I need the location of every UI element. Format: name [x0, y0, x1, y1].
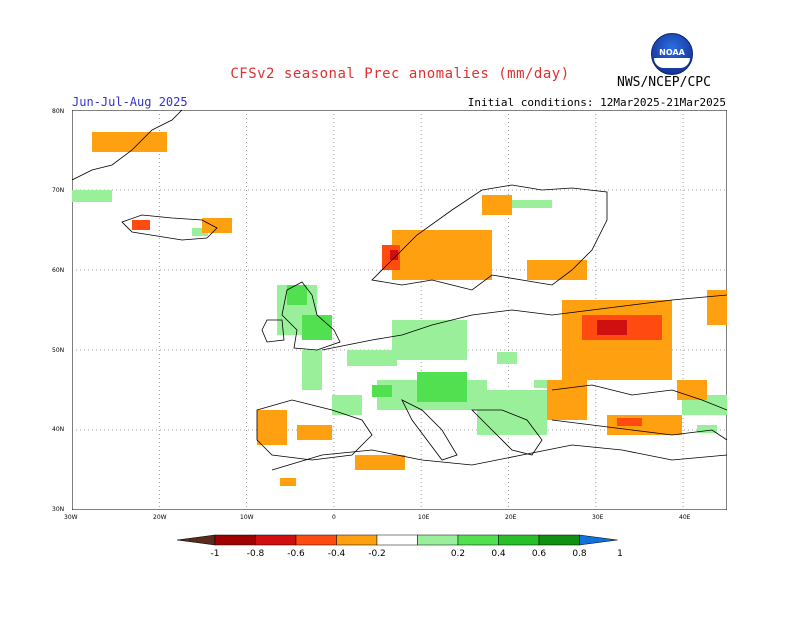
coastline-britain — [281, 281, 341, 351]
lat-label-70n: 70N — [52, 187, 65, 194]
coastline-greenland — [72, 110, 183, 181]
coastline-ireland — [261, 319, 285, 343]
colorbar-segment — [336, 534, 378, 546]
dry-area-norway — [392, 230, 492, 280]
wet-area-alps-core — [417, 372, 467, 402]
colorbar: -1 -0.8 -0.6 -0.4 -0.2 0.2 0.4 0.6 0.8 1 — [176, 534, 623, 559]
dry-area-iceland — [202, 218, 232, 233]
colorbar-segment — [498, 534, 540, 546]
dry-area-greenland-east — [92, 132, 167, 152]
dry-area-iceland-west — [132, 220, 150, 230]
logo-text: NOAA — [659, 48, 685, 57]
dry-area-baltic — [527, 260, 587, 280]
colorbar-label: -0.8 — [247, 549, 265, 559]
colorbar-segment — [214, 534, 256, 546]
dry-area-norway-extreme — [390, 250, 398, 260]
coastline-iberia — [256, 399, 373, 461]
coastlines — [72, 110, 727, 471]
season-label: Jun-Jul-Aug 2025 — [72, 95, 188, 109]
wet-area-east — [697, 425, 717, 433]
lon-label-20e: 20E — [505, 514, 517, 521]
map-title: CFSv2 seasonal Prec anomalies (mm/day) — [230, 66, 570, 82]
dry-area-portugal — [257, 410, 287, 445]
dry-area-caspian — [677, 380, 707, 400]
colorbar-segment — [376, 534, 418, 546]
lat-label-30n: 30N — [52, 506, 65, 513]
wet-area-balkans — [477, 390, 547, 435]
dry-area-algeria — [355, 455, 405, 470]
wet-area-scotland — [287, 285, 307, 305]
lon-label-30e: 30E — [592, 514, 604, 521]
colorbar-label: -0.2 — [368, 549, 386, 559]
dry-area-morocco — [280, 478, 296, 486]
lon-label-0: 0 — [332, 514, 336, 521]
lat-label-60n: 60N — [52, 267, 65, 274]
colorbar-label: -0.4 — [328, 549, 346, 559]
wet-area-poland — [497, 352, 517, 364]
wet-area-england — [302, 315, 332, 340]
wet-area-france — [347, 350, 397, 366]
lon-label-30w: 30W — [64, 514, 78, 521]
wet-area-finland — [512, 200, 552, 208]
wet-area-greenland — [72, 190, 112, 202]
colorbar-segments: -1 -0.8 -0.6 -0.4 -0.2 0.2 0.4 0.6 0.8 1 — [176, 534, 623, 559]
coastline-iceland — [121, 214, 218, 241]
wet-area-pyrenees — [332, 395, 362, 415]
colorbar-label: 0.2 — [451, 549, 465, 559]
dry-area-russia-east — [707, 290, 727, 325]
wet-area-germany — [392, 320, 467, 360]
wet-area-alps-west — [372, 385, 392, 397]
colorbar-segment — [255, 534, 297, 546]
agency-label: NWS/NCEP/CPC — [617, 75, 711, 90]
colorbar-segment — [538, 534, 580, 546]
colorbar-label: -1 — [211, 549, 220, 559]
coastline-greece — [471, 409, 543, 456]
dry-area-ukraine-extreme — [597, 320, 627, 335]
logo-wave — [654, 58, 690, 68]
very-wet-anomaly-areas — [287, 285, 467, 402]
coastline-north-africa — [271, 444, 727, 471]
colorbar-segment — [295, 534, 337, 546]
colorbar-label: -0.6 — [287, 549, 305, 559]
lon-label-10e: 10E — [418, 514, 430, 521]
colorbar-label: 0.4 — [491, 549, 506, 559]
coastline-scandinavia — [371, 184, 608, 291]
coastline-black-sea-south — [551, 419, 727, 441]
lat-label-80n: 80N — [52, 108, 65, 115]
dry-area-turkey-core — [617, 418, 642, 426]
wet-area-iceland — [192, 228, 208, 236]
extreme-dry-anomaly-areas — [390, 250, 627, 335]
lon-label-40e: 40E — [679, 514, 691, 521]
dry-area-spain — [297, 425, 332, 440]
dry-area-lapland — [482, 195, 512, 215]
coastline-black-sea-north — [551, 384, 727, 411]
colorbar-label: 0.8 — [572, 549, 587, 559]
noaa-logo-icon: NOAA — [651, 33, 693, 75]
lat-label-50n: 50N — [52, 347, 65, 354]
coastline-north-europe — [321, 294, 727, 351]
anomaly-map — [72, 110, 727, 510]
wet-area-france-west — [302, 350, 322, 390]
colorbar-segment — [457, 534, 499, 546]
initial-conditions-label: Initial conditions: 12Mar2025-21Mar2025 — [467, 96, 726, 109]
colorbar-label: 0.6 — [532, 549, 547, 559]
coastline-italy — [401, 399, 458, 461]
colorbar-segment — [417, 534, 459, 546]
colorbar-right-arrow — [579, 534, 618, 546]
colorbar-label: 1 — [617, 549, 623, 559]
lon-label-20w: 20W — [153, 514, 167, 521]
lon-label-10w: 10W — [240, 514, 254, 521]
lat-label-40n: 40N — [52, 426, 65, 433]
colorbar-left-arrow — [176, 534, 216, 546]
